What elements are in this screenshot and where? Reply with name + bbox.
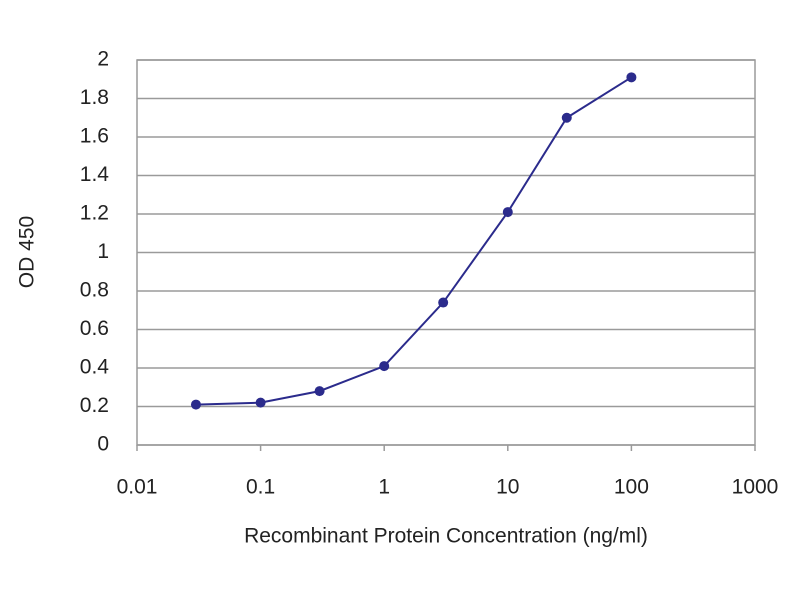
data-point xyxy=(502,207,513,218)
y-tick-label: 0.8 xyxy=(80,279,109,302)
data-point xyxy=(561,112,572,123)
x-tick-label: 100 xyxy=(614,476,649,499)
x-tick-label: 10 xyxy=(496,476,519,499)
data-point xyxy=(438,297,449,308)
x-tick-label: 1000 xyxy=(732,476,779,499)
x-tick-label: 0.1 xyxy=(246,476,275,499)
y-tick-label: 1.8 xyxy=(80,86,109,109)
x-tick-label: 0.01 xyxy=(117,476,158,499)
y-tick-label: 1 xyxy=(97,240,109,263)
y-tick-label: 1.4 xyxy=(80,163,110,186)
data-point xyxy=(255,397,266,408)
x-axis-label: Recombinant Protein Concentration (ng/ml… xyxy=(244,525,648,548)
y-tick-label: 0 xyxy=(97,433,109,456)
y-axis-label: OD 450 xyxy=(16,216,39,288)
y-tick-label: 0.6 xyxy=(80,317,109,340)
y-tick-label: 1.2 xyxy=(80,202,109,225)
series-line xyxy=(195,76,632,406)
data-point xyxy=(626,72,637,83)
data-point xyxy=(379,361,390,372)
y-tick-label: 0.4 xyxy=(80,356,110,379)
data-point xyxy=(314,386,325,397)
x-tick-label: 1 xyxy=(378,476,390,499)
data-point xyxy=(190,399,201,410)
y-tick-label: 1.6 xyxy=(80,125,109,148)
y-tick-label: 2 xyxy=(97,48,109,71)
y-tick-label: 0.2 xyxy=(80,394,109,417)
